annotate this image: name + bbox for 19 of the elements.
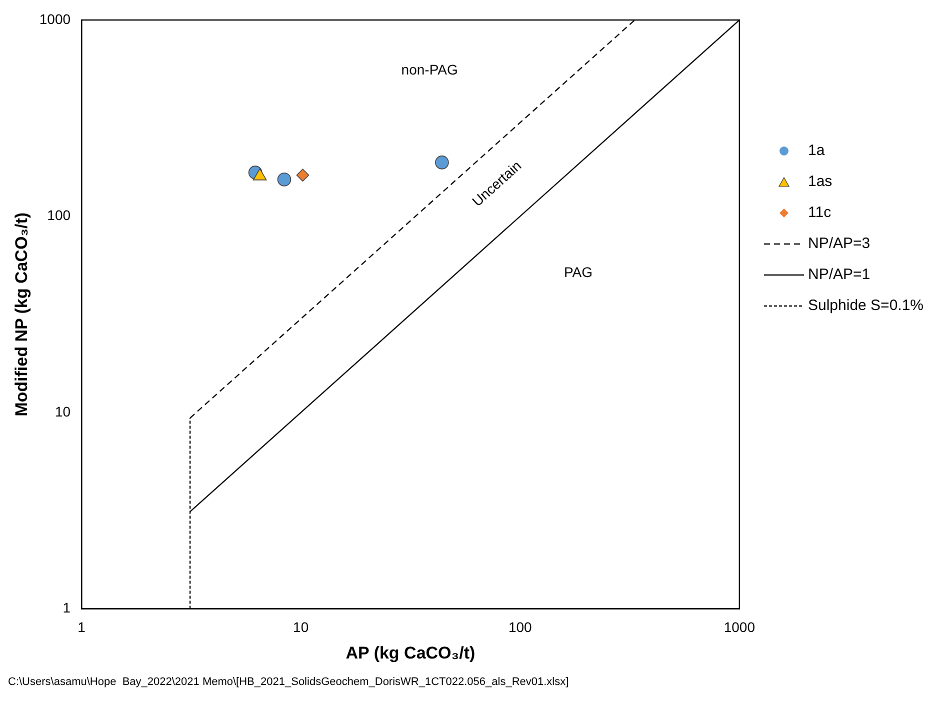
x-tick-label: 1 [78, 619, 86, 636]
y-axis-title: Modified NP (kg CaCO₃/t) [12, 212, 31, 416]
legend-label: 1a [808, 142, 825, 159]
legend-label: 11c [808, 204, 832, 221]
x-tick-label: 10 [293, 619, 309, 636]
legend-label: NP/AP=3 [808, 235, 870, 252]
x-tick-label: 1000 [724, 619, 756, 636]
y-tick-label: 100 [47, 207, 71, 224]
y-tick-label: 10 [54, 403, 71, 420]
x-axis-title: AP (kg CaCO₃/t) [346, 643, 476, 662]
annotation: non-PAG [401, 61, 458, 78]
legend-label: Sulphide S=0.1% [808, 297, 924, 314]
x-tick-label: 100 [508, 619, 532, 636]
legend-label: NP/AP=1 [808, 266, 870, 283]
annotation: PAG [564, 264, 593, 280]
y-tick-label: 1000 [39, 10, 71, 27]
legend-label: 1as [808, 173, 832, 190]
y-tick-label: 1 [62, 600, 71, 616]
text: C:\Users\asamu\Hope Bay_2022\2021 Memo\[HB_2021_SolidsGeochem_DorisWR_1CT022.056_als_Rev01.xlsx] [8, 676, 570, 688]
